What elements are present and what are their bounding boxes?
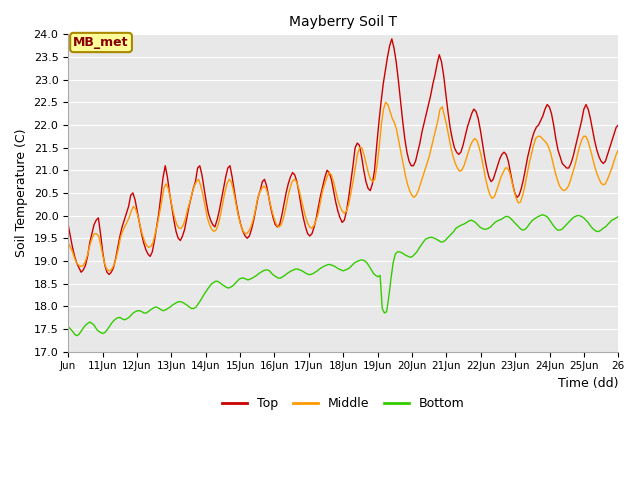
X-axis label: Time (dd): Time (dd) bbox=[558, 377, 618, 390]
Y-axis label: Soil Temperature (C): Soil Temperature (C) bbox=[15, 129, 28, 257]
Legend: Top, Middle, Bottom: Top, Middle, Bottom bbox=[216, 392, 470, 415]
Title: Mayberry Soil T: Mayberry Soil T bbox=[289, 15, 397, 29]
Text: MB_met: MB_met bbox=[74, 36, 129, 49]
